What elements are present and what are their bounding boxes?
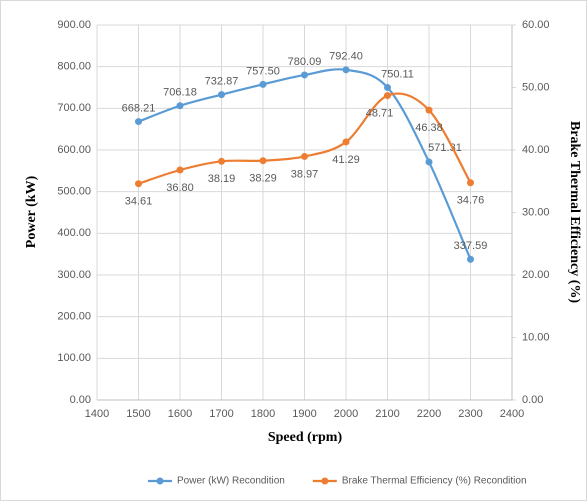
marker <box>301 152 308 160</box>
y-tick-label: 200.00 <box>57 311 91 323</box>
legend-marker <box>156 477 164 485</box>
y-tick-label: 700.00 <box>57 102 91 114</box>
x-tick-label: 1500 <box>126 408 150 420</box>
marker <box>342 66 350 74</box>
data-label: 38.19 <box>208 173 236 185</box>
legend-marker <box>321 477 329 485</box>
marker <box>301 71 308 79</box>
data-label: 34.76 <box>457 195 485 207</box>
marker <box>467 179 474 187</box>
x-tick-label: 2000 <box>334 408 358 420</box>
data-label: 750.11 <box>381 68 414 80</box>
data-label: 38.97 <box>291 168 319 180</box>
legend-label: Brake Thermal Efficiency (%) Recondition <box>342 476 527 487</box>
y-tick-label: 600.00 <box>57 144 91 156</box>
data-label: 36.80 <box>166 182 194 194</box>
x-axis-title: Speed (rpm) <box>268 430 343 445</box>
marker <box>218 91 225 99</box>
marker <box>176 102 184 110</box>
y-tick-label: 0.00 <box>70 394 91 406</box>
x-tick-label: 2400 <box>500 408 524 420</box>
x-tick-label: 2200 <box>417 408 441 420</box>
x-tick-label: 2100 <box>375 408 399 420</box>
marker <box>384 92 391 100</box>
y-axis-title: Power (kW) <box>24 175 39 248</box>
legend-label: Power (kW) Recondition <box>177 476 285 487</box>
y-tick-label: 100.00 <box>57 352 91 364</box>
y-tick-label: 500.00 <box>57 186 91 198</box>
y-tick-label: 400.00 <box>57 227 91 239</box>
marker <box>425 106 433 114</box>
marker <box>176 166 184 174</box>
y2-tick-label: 30.00 <box>522 206 550 218</box>
data-label: 780.09 <box>288 56 322 68</box>
x-tick-label: 1700 <box>209 408 233 420</box>
y-tick-label: 800.00 <box>57 61 91 73</box>
data-label: 41.29 <box>332 154 360 166</box>
data-label: 46.38 <box>415 122 443 134</box>
data-label: 337.59 <box>454 240 488 252</box>
y2-axis-title: Brake Thermal Efficiency (%) <box>567 121 582 303</box>
x-tick-label: 2300 <box>458 408 482 420</box>
y2-tick-label: 60.00 <box>522 19 550 31</box>
marker <box>259 157 267 165</box>
data-label: 792.40 <box>329 51 363 63</box>
data-label: 668.21 <box>122 102 156 114</box>
marker <box>425 158 433 166</box>
marker <box>342 138 350 146</box>
x-tick-label: 1400 <box>85 408 109 420</box>
data-label: 38.29 <box>249 173 277 185</box>
data-label: 48.71 <box>366 107 394 119</box>
y2-tick-label: 50.00 <box>522 81 550 93</box>
data-label: 706.18 <box>163 87 197 99</box>
marker <box>259 80 267 88</box>
x-tick-label: 1800 <box>251 408 275 420</box>
data-label: 34.61 <box>125 196 153 208</box>
y2-tick-label: 20.00 <box>522 269 550 281</box>
y2-tick-label: 10.00 <box>522 331 550 343</box>
y2-tick-label: 40.00 <box>522 144 550 156</box>
data-label: 757.50 <box>246 65 280 77</box>
data-label: 571.31 <box>428 142 462 154</box>
marker <box>384 83 391 91</box>
marker <box>135 180 142 188</box>
y-tick-label: 900.00 <box>57 19 91 31</box>
marker <box>218 157 225 165</box>
y-tick-label: 300.00 <box>57 269 91 281</box>
marker <box>135 118 142 126</box>
marker <box>467 255 474 263</box>
y2-tick-label: 0.00 <box>522 394 543 406</box>
x-tick-label: 1600 <box>168 408 192 420</box>
x-tick-label: 1900 <box>292 408 316 420</box>
data-label: 732.87 <box>205 76 239 88</box>
